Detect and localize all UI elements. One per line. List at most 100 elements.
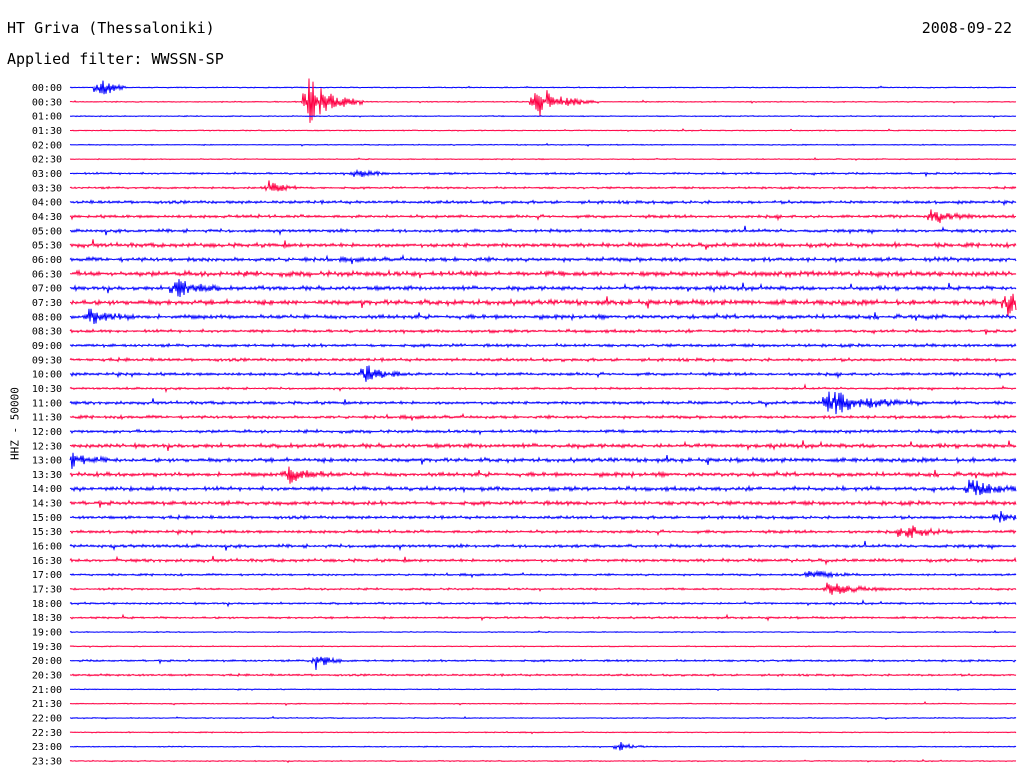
time-tick-label: 19:30 xyxy=(32,642,62,653)
time-tick-label: 17:30 xyxy=(32,585,62,596)
time-tick-label: 01:00 xyxy=(32,112,62,123)
time-tick-label: 07:30 xyxy=(32,298,62,309)
seismic-trace xyxy=(70,742,1017,751)
time-tick-label: 17:00 xyxy=(32,570,62,581)
seismic-trace xyxy=(69,239,1017,250)
time-tick-label: 18:00 xyxy=(32,599,62,610)
time-tick-label: 16:30 xyxy=(32,556,62,567)
seismic-trace xyxy=(69,279,1017,298)
seismic-trace xyxy=(70,128,1017,132)
seismic-trace xyxy=(69,253,1017,265)
seismic-trace xyxy=(70,293,1017,317)
time-tick-label: 06:00 xyxy=(32,255,62,266)
seismic-trace xyxy=(69,391,1017,415)
time-tick-label: 00:30 xyxy=(32,97,62,108)
time-tick-label: 09:00 xyxy=(32,341,62,352)
seismic-trace xyxy=(69,569,1017,579)
time-tick-label: 19:00 xyxy=(32,628,62,639)
seismic-trace xyxy=(69,209,1017,224)
time-tick-label: 07:00 xyxy=(32,284,62,295)
seismic-trace xyxy=(69,499,1017,508)
seismic-trace xyxy=(69,80,1017,95)
time-tick-label: 05:30 xyxy=(32,241,62,252)
seismic-trace xyxy=(69,629,1017,634)
time-tick-label: 14:00 xyxy=(32,484,62,495)
time-tick-label: 02:00 xyxy=(32,140,62,151)
seismic-trace xyxy=(69,466,1017,484)
time-tick-label: 15:00 xyxy=(32,513,62,524)
seismic-trace xyxy=(69,142,1017,147)
seismic-trace xyxy=(69,308,1017,325)
seismic-trace xyxy=(69,78,1017,123)
time-tick-label: 23:30 xyxy=(32,757,62,768)
time-tick-label: 08:30 xyxy=(32,327,62,338)
seismic-trace xyxy=(69,582,1017,595)
time-tick-label: 06:30 xyxy=(32,269,62,280)
time-tick-label: 16:00 xyxy=(32,542,62,553)
time-tick-label: 13:00 xyxy=(32,456,62,467)
date-label: 2008-09-22 xyxy=(921,19,1012,37)
seismic-trace xyxy=(69,180,1017,192)
time-tick-label: 08:00 xyxy=(32,312,62,323)
time-tick-label: 10:00 xyxy=(32,370,62,381)
time-tick-label: 03:00 xyxy=(32,169,62,180)
time-tick-label: 22:00 xyxy=(32,714,62,725)
time-tick-label: 21:00 xyxy=(32,685,62,696)
seismic-trace xyxy=(69,412,1017,421)
seismic-trace xyxy=(69,342,1017,349)
time-tick-label: 21:30 xyxy=(32,699,62,710)
seismic-trace xyxy=(69,440,1017,452)
station-title: HT Griva (Thessaloniki) xyxy=(7,19,215,37)
time-tick-label: 20:00 xyxy=(32,656,62,667)
time-tick-label: 15:30 xyxy=(32,527,62,538)
seismic-trace xyxy=(69,758,1017,764)
seismic-trace xyxy=(69,168,1017,178)
seismic-trace xyxy=(69,356,1017,363)
seismic-trace xyxy=(69,268,1017,279)
seismic-trace xyxy=(69,225,1017,236)
seismic-trace xyxy=(69,688,1017,692)
time-tick-label: 01:30 xyxy=(32,126,62,137)
time-tick-label: 22:30 xyxy=(32,728,62,739)
time-tick-label: 12:30 xyxy=(32,441,62,452)
seismic-trace xyxy=(69,199,1017,207)
seismic-trace xyxy=(69,540,1017,552)
seismic-trace xyxy=(69,656,1017,670)
time-tick-label: 13:30 xyxy=(32,470,62,481)
seismic-trace xyxy=(69,383,1017,394)
time-tick-label: 09:30 xyxy=(32,355,62,366)
seismic-trace xyxy=(69,157,1017,161)
seismic-trace xyxy=(69,511,1017,523)
time-tick-label: 18:30 xyxy=(32,613,62,624)
seismic-trace xyxy=(69,525,1017,538)
time-tick-label: 12:00 xyxy=(32,427,62,438)
seismic-trace xyxy=(69,715,1017,720)
seismic-trace xyxy=(69,365,1017,382)
seismic-trace xyxy=(69,479,1017,496)
seismic-trace xyxy=(69,645,1017,649)
time-tick-label: 20:30 xyxy=(32,671,62,682)
seismic-trace xyxy=(69,599,1017,608)
time-tick-label: 11:30 xyxy=(32,413,62,424)
time-tick-label: 11:00 xyxy=(32,398,62,409)
seismic-trace xyxy=(69,613,1017,622)
time-tick-label: 04:00 xyxy=(32,198,62,209)
time-tick-label: 23:00 xyxy=(32,742,62,753)
seismic-trace xyxy=(69,114,1017,119)
filter-label: Applied filter: WWSSN-SP xyxy=(7,50,224,68)
time-tick-label: 10:30 xyxy=(32,384,62,395)
time-tick-label: 04:30 xyxy=(32,212,62,223)
seismic-trace xyxy=(69,452,1017,469)
time-tick-label: 02:30 xyxy=(32,155,62,166)
time-tick-label: 03:30 xyxy=(32,183,62,194)
seismic-trace xyxy=(69,555,1017,566)
seismic-trace xyxy=(69,730,1017,735)
time-tick-label: 00:00 xyxy=(32,83,62,94)
seismic-trace xyxy=(69,327,1017,335)
seismic-trace xyxy=(70,672,1017,678)
time-tick-label: 14:30 xyxy=(32,499,62,510)
time-tick-label: 05:00 xyxy=(32,226,62,237)
seismic-trace xyxy=(69,428,1017,436)
seismic-trace xyxy=(69,700,1017,707)
